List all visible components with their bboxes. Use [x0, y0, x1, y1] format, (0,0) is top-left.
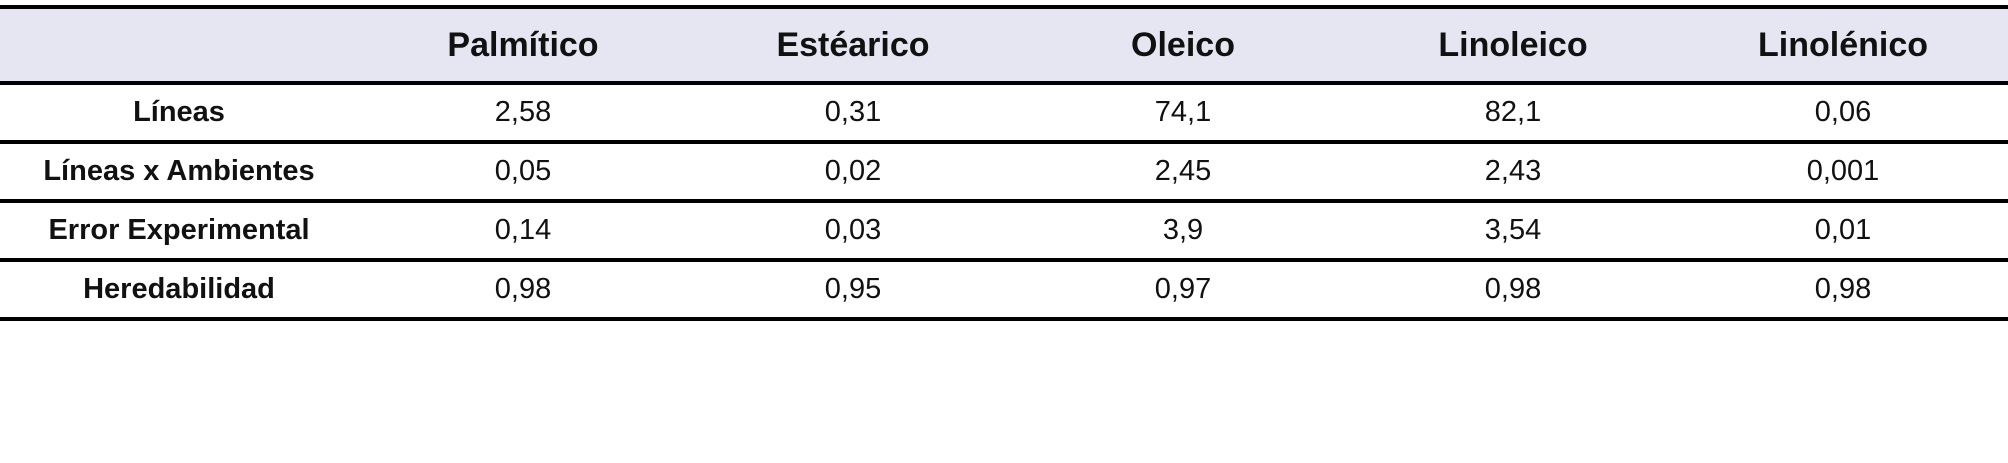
table-cell: 0,98	[1348, 260, 1678, 321]
table-cell: 0,95	[688, 260, 1018, 321]
corner-cell	[0, 5, 358, 85]
table-cell: 0,14	[358, 201, 688, 262]
column-header: Linolénico	[1678, 5, 2008, 85]
table-cell: 0,06	[1678, 83, 2008, 144]
table-cell: 0,03	[688, 201, 1018, 262]
table-cell: 82,1	[1348, 83, 1678, 144]
table-row: Líneas x Ambientes 0,05 0,02 2,45 2,43 0,001	[0, 142, 2008, 203]
table-cell: 0,97	[1018, 260, 1348, 321]
table-cell: 2,58	[358, 83, 688, 144]
table-cell: 3,54	[1348, 201, 1678, 262]
table-cell: 2,43	[1348, 142, 1678, 203]
table-cell: 0,98	[1678, 260, 2008, 321]
table-cell: 0,01	[1678, 201, 2008, 262]
table-cell: 0,05	[358, 142, 688, 203]
table-cell: 3,9	[1018, 201, 1348, 262]
column-header: Palmítico	[358, 5, 688, 85]
data-table: Palmítico Estéarico Oleico Linoleico Linolén…	[0, 5, 2008, 321]
header-row: Palmítico Estéarico Oleico Linoleico Linolén…	[0, 5, 2008, 85]
table-cell: 0,02	[688, 142, 1018, 203]
row-label: Líneas x Ambientes	[0, 142, 358, 203]
table-row: Error Experimental 0,14 0,03 3,9 3,54 0,01	[0, 201, 2008, 262]
row-label: Heredabilidad	[0, 260, 358, 321]
table-cell: 2,45	[1018, 142, 1348, 203]
row-label: Error Experimental	[0, 201, 358, 262]
row-label: Líneas	[0, 83, 358, 144]
table-row: Líneas 2,58 0,31 74,1 82,1 0,06	[0, 83, 2008, 144]
column-header: Oleico	[1018, 5, 1348, 85]
table-cell: 0,31	[688, 83, 1018, 144]
column-header: Linoleico	[1348, 5, 1678, 85]
column-header: Estéarico	[688, 5, 1018, 85]
table-cell: 0,98	[358, 260, 688, 321]
table-cell: 0,001	[1678, 142, 2008, 203]
table-cell: 74,1	[1018, 83, 1348, 144]
table-row: Heredabilidad 0,98 0,95 0,97 0,98 0,98	[0, 260, 2008, 321]
